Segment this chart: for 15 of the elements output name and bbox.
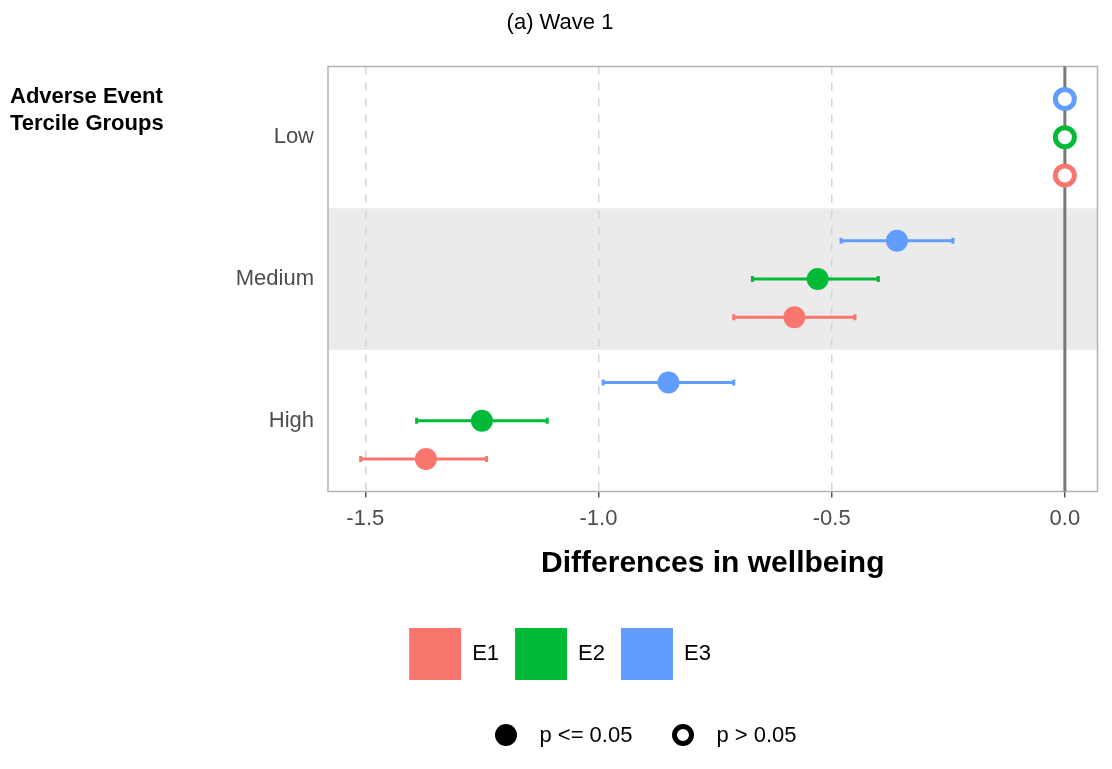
- y-axis-title: Adverse Event Tercile Groups: [10, 83, 164, 135]
- text: p <= 0.05: [539, 721, 633, 748]
- text: p > 0.05: [716, 721, 797, 748]
- legend-label: E3: [683, 640, 711, 666]
- x-tick-label: -1.0: [579, 504, 618, 530]
- y-tick-label: High: [268, 406, 314, 432]
- legend-label: E1: [472, 640, 500, 666]
- chart-title: (a) Wave 1: [506, 9, 614, 35]
- x-axis-title: Differences in wellbeing: [541, 545, 885, 579]
- x-tick-label: -0.5: [812, 504, 851, 530]
- x-tick-label: 0.0: [1049, 504, 1081, 530]
- x-tick-label: -1.5: [346, 504, 385, 530]
- legend-label: E2: [578, 640, 605, 666]
- y-tick-label: Medium: [235, 265, 314, 291]
- y-tick-label: Low: [273, 123, 315, 149]
